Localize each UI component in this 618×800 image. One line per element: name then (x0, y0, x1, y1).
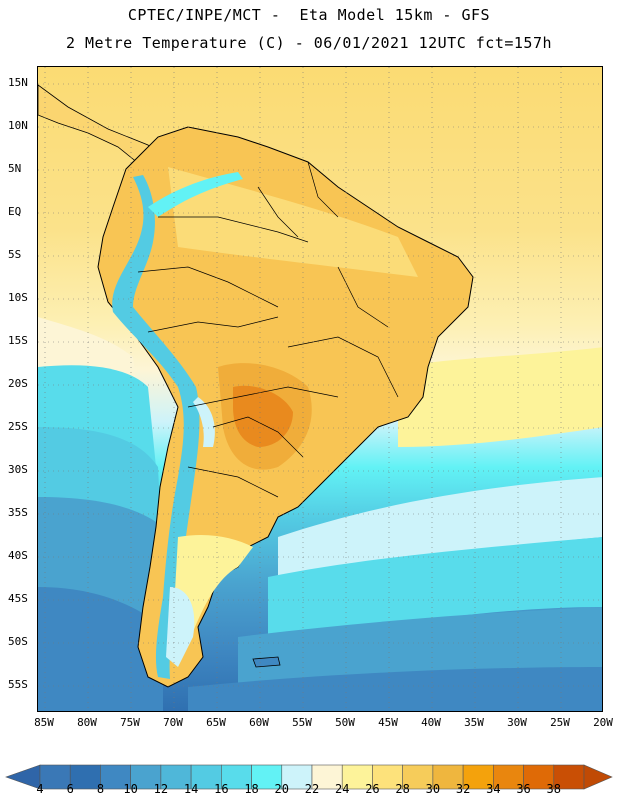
colorbar-tick-label: 20 (274, 782, 289, 796)
colorbar-swatch (130, 764, 162, 790)
temperature-map (38, 67, 602, 711)
latitude-label: 55S (8, 678, 28, 691)
colorbar-swatch (39, 764, 71, 790)
country-borders (137, 161, 399, 498)
latitude-label: 15N (8, 76, 28, 89)
colorbar-tick-label: 32 (455, 782, 471, 796)
longitude-label: 80W (77, 716, 97, 729)
latitude-label: 15S (8, 334, 28, 347)
colorbar-tick-label: 34 (486, 782, 501, 796)
colorbar-high-arrow (583, 764, 613, 790)
latitude-label: 45S (8, 592, 28, 605)
colorbar-tick-label: 10 (123, 782, 138, 796)
longitude-label: 25W (550, 716, 570, 729)
longitude-label: 45W (378, 716, 398, 729)
colorbar-tick-label: 8 (96, 782, 105, 796)
atlantic-warm-band (398, 347, 602, 447)
colorbar-tick-label: 30 (425, 782, 441, 796)
latitude-label: 5S (8, 248, 22, 261)
latitude-label: EQ (8, 205, 22, 218)
colorbar-swatch (190, 764, 222, 790)
colorbar-tick-label: 38 (546, 782, 561, 796)
colorbar-swatch (553, 764, 585, 790)
colorbar-tick-label: 26 (365, 782, 380, 796)
longitude-label: 85W (34, 716, 54, 729)
longitude-label: 60W (249, 716, 269, 729)
colorbar-swatch (311, 764, 343, 790)
colorbar-swatch (69, 764, 101, 790)
colorbar-tick-label: 22 (304, 782, 320, 796)
latitude-label: 50S (8, 635, 28, 648)
map-title-line-1: CPTEC/INPE/MCT - Eta Model 15km - GFS (127, 6, 491, 24)
colorbar-swatch (160, 764, 192, 790)
latitude-label: 30S (8, 463, 28, 476)
colorbar-swatch (432, 764, 464, 790)
colorbar-swatch (100, 764, 131, 790)
colorbar-tick-label: 14 (183, 782, 199, 796)
venezuela-highlands (148, 172, 243, 217)
longitude-label: 50W (335, 716, 355, 729)
latitude-label: 35S (8, 506, 28, 519)
latitude-label: 40S (8, 549, 28, 562)
colorbar-swatch (281, 764, 313, 790)
latitude-label: 10N (8, 119, 28, 132)
colorbar (5, 764, 613, 790)
colorbar-tick-label: 36 (516, 782, 531, 796)
longitude-label: 55W (292, 716, 312, 729)
latitude-label: 5N (8, 162, 22, 175)
latitude-label: 25S (8, 420, 28, 433)
longitude-label: 35W (464, 716, 484, 729)
longitude-label: 75W (120, 716, 140, 729)
colorbar-tick-label: 6 (66, 782, 74, 796)
longitude-label: 30W (507, 716, 527, 729)
falkland-islands (252, 656, 281, 668)
colorbar-swatch (402, 764, 434, 790)
colorbar-tick-label: 12 (153, 782, 169, 796)
colorbar-tick-label: 4 (36, 782, 44, 796)
colorbar-swatch (372, 764, 403, 790)
colorbar-swatch (462, 764, 494, 790)
map-title-line-2: 2 Metre Temperature (C) - 06/01/2021 12U… (65, 34, 553, 52)
longitude-label: 20W (593, 716, 613, 729)
longitude-label: 65W (206, 716, 226, 729)
colorbar-tick-label: 16 (214, 782, 229, 796)
map-panel (37, 66, 603, 712)
colorbar-tick-label: 28 (395, 782, 410, 796)
latitude-label: 10S (8, 291, 28, 304)
colorbar-tick-label: 18 (244, 782, 259, 796)
colorbar-tick-label: 24 (334, 782, 350, 796)
longitude-label: 70W (163, 716, 183, 729)
colorbar-swatch (341, 764, 373, 790)
longitude-label: 40W (421, 716, 441, 729)
latitude-label: 20S (8, 377, 28, 390)
